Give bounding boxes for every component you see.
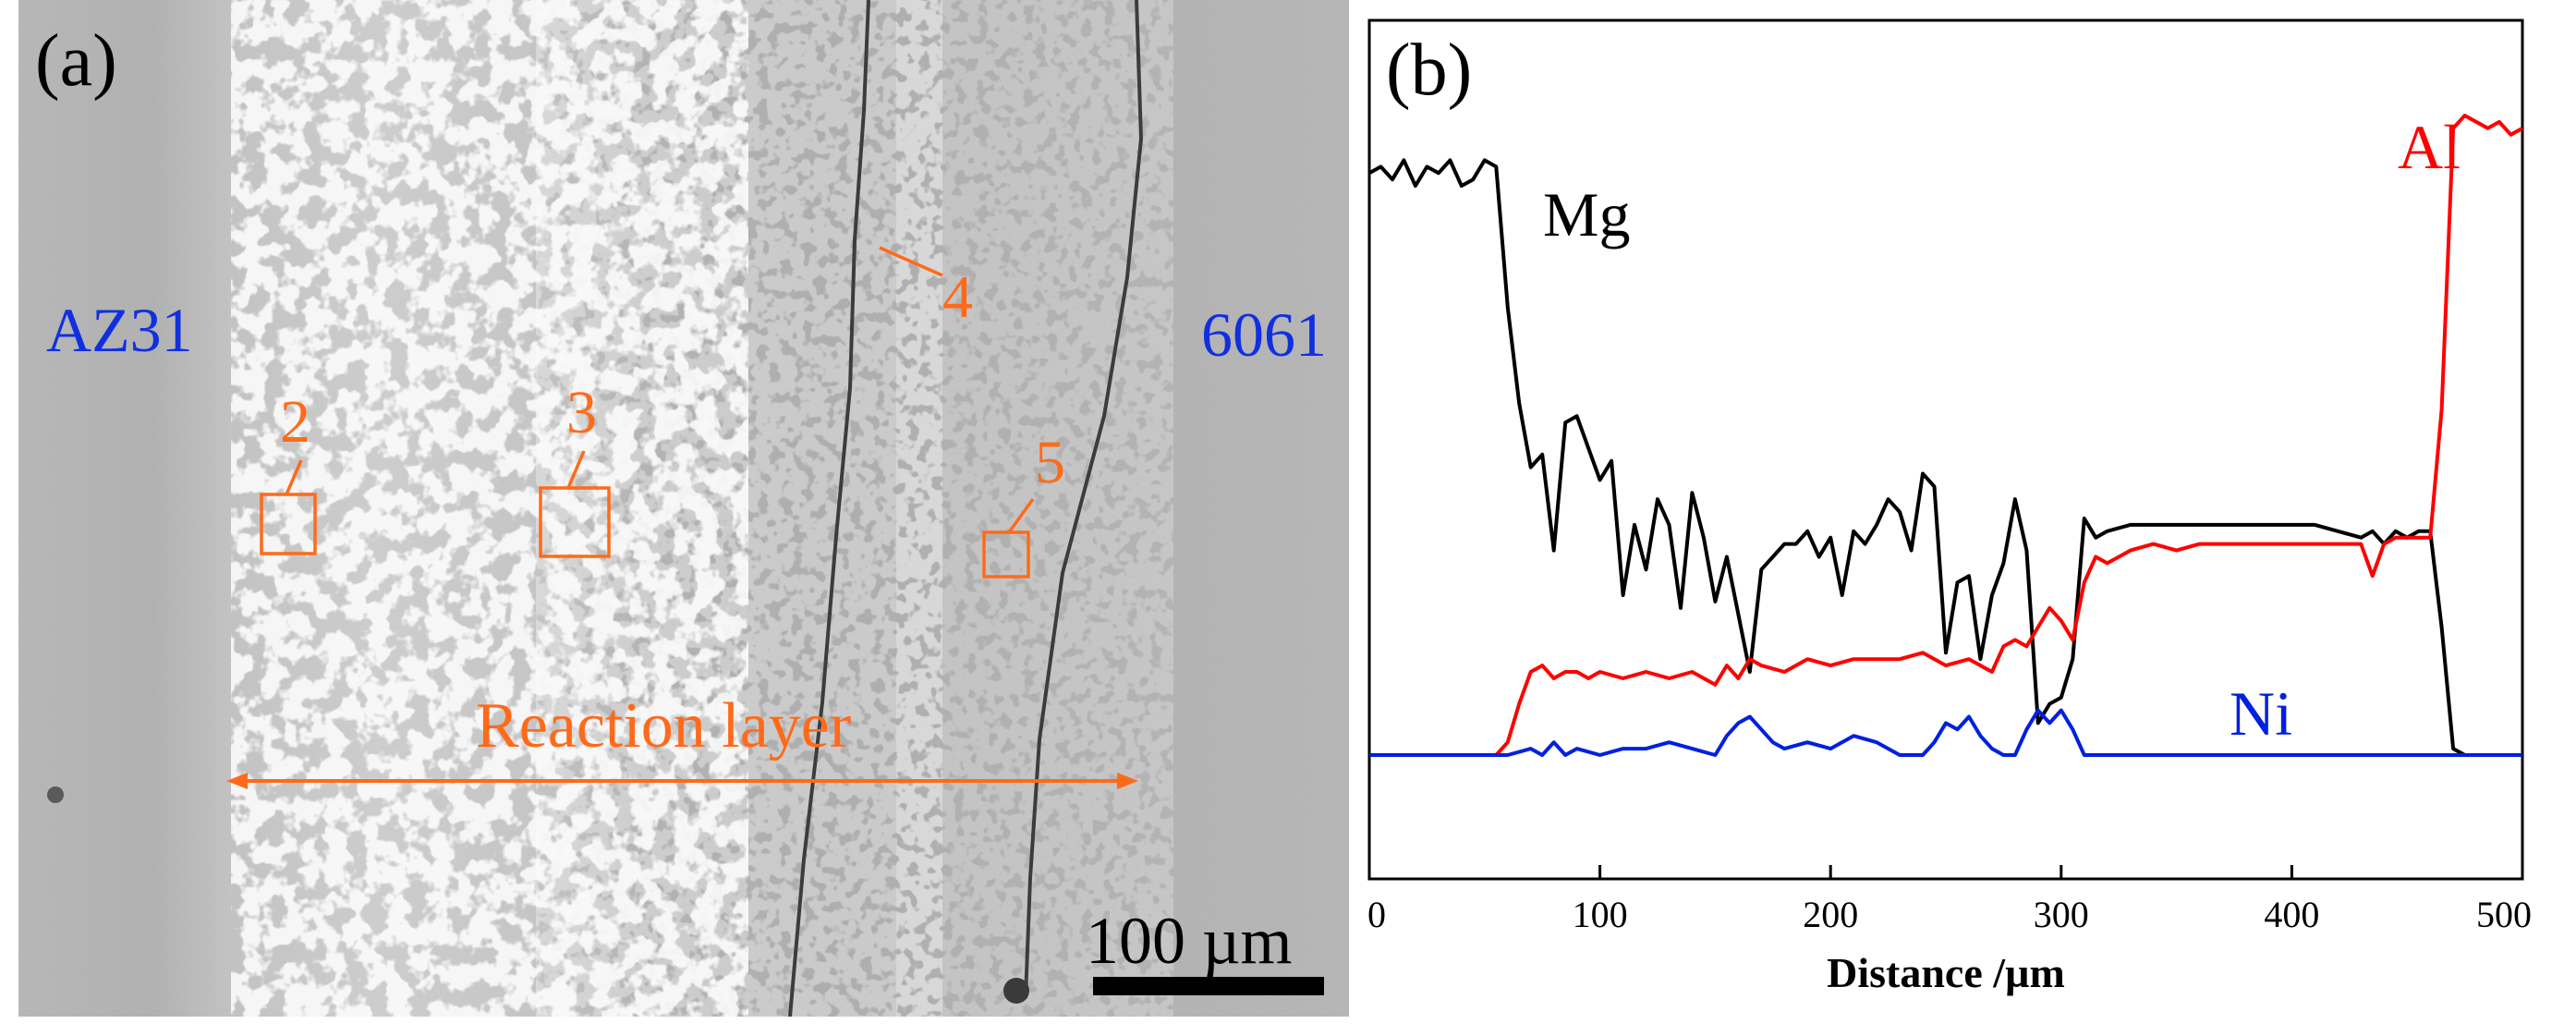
point-5-marker: 5 [982,429,1065,579]
x-tick-label: 200 [1803,894,1858,935]
sem-micrograph-panel: (a) AZ31 6061 2 3 4 5 Reac [18,0,1349,1017]
al-annotation: Al [2398,112,2461,182]
point-5-label: 5 [1035,429,1065,496]
x-tick-label: 500 [2476,894,2532,935]
point-3-label: 3 [566,379,597,446]
x-tick-label: 0 [1367,894,1386,935]
series-line-al [1369,114,2523,757]
sem-micrograph: (a) AZ31 6061 2 3 4 5 Reac [18,0,1349,1017]
line-scan-chart-panel: (b) 0 100 200 300 400 500 Distance /µm Mg Al … [1367,0,2569,1036]
line-scan-chart: (b) 0 100 200 300 400 500 Distance /µm Mg Al … [1367,18,2532,996]
scale-bar [1093,977,1324,995]
az31-label: AZ31 [46,295,193,365]
reaction-layer-label: Reaction layer [476,690,851,762]
mg-annotation: Mg [1543,179,1630,250]
series-line-ni [1369,708,2522,757]
plot-frame [1367,18,2524,881]
panel-a-label: (a) [35,20,117,102]
x-tick-label: 300 [2034,894,2089,935]
point-2-marker: 2 [260,388,317,555]
scale-bar-label: 100 µm [1086,904,1293,978]
point-4-label: 4 [942,263,973,331]
6061-label: 6061 [1201,299,1327,370]
x-tick-label: 100 [1573,894,1628,935]
series-line-mg [1368,158,2522,757]
x-axis-label: Distance /µm [1827,949,2065,996]
point-4-marker: 4 [879,246,973,331]
reaction-layer-arrow [226,773,1138,789]
point-2-label: 2 [280,388,310,456]
x-tick-label: 400 [2264,894,2319,935]
point-3-marker: 3 [539,379,611,558]
panel-b-label: (b) [1386,30,1472,111]
ni-annotation: Ni [2230,678,2292,749]
